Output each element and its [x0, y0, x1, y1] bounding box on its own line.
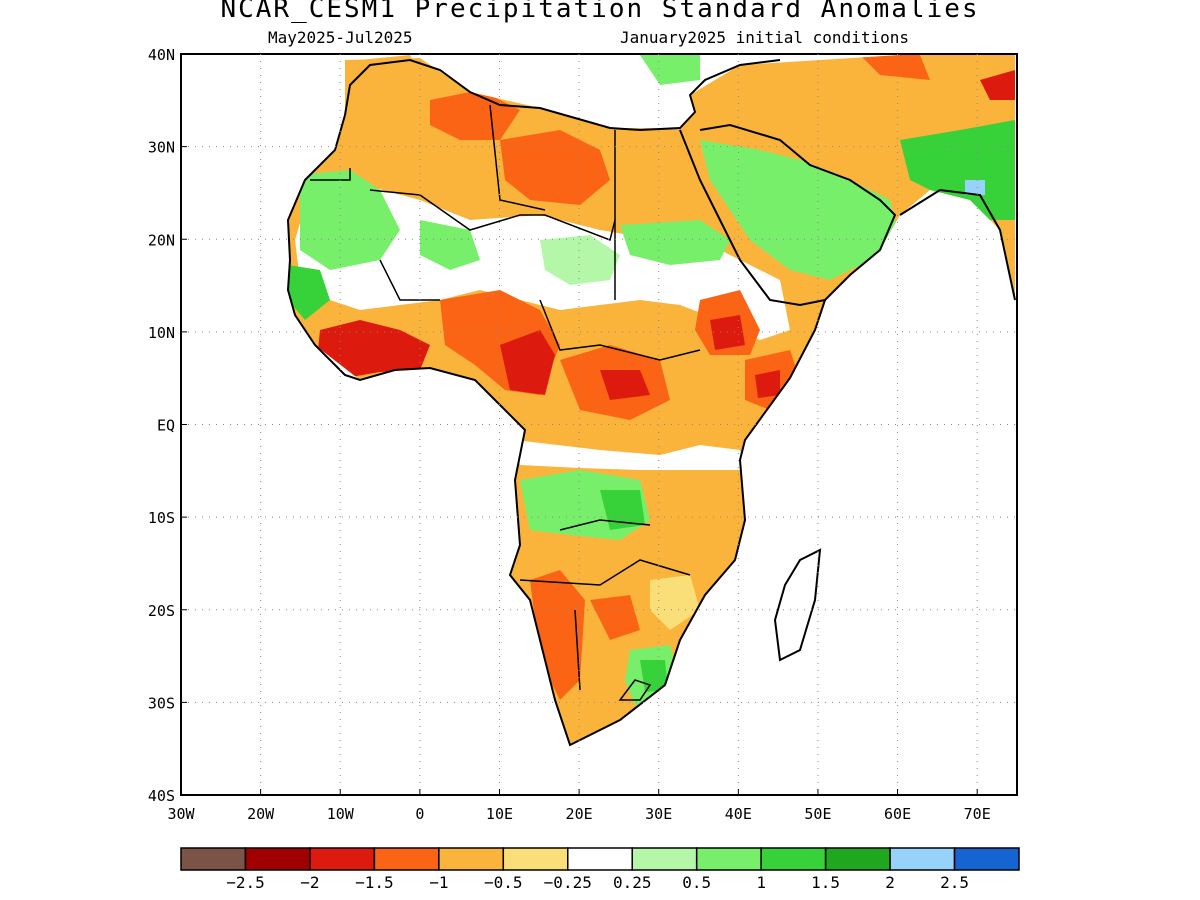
- lon-tick-label: 30E: [645, 805, 672, 823]
- colorbar-label: 0.5: [682, 873, 711, 892]
- lat-tick-label: 10N: [148, 324, 175, 342]
- colorbar-swatch: [502, 847, 569, 871]
- initial-conditions: January2025 initial conditions: [620, 28, 909, 47]
- colorbar-label: −1.5: [355, 873, 394, 892]
- colorbar-swatch: [180, 847, 247, 871]
- lat-tick-label: 10S: [148, 509, 175, 527]
- forecast-period: May2025-Jul2025: [268, 28, 413, 47]
- latitude-labels: 40N 30N 20N 10N EQ 10S 20S 30S 40S: [148, 46, 187, 805]
- lat-tick-label: 40S: [148, 787, 175, 805]
- colorbar-swatch: [567, 847, 633, 871]
- colorbar-label: −1: [429, 873, 448, 892]
- colorbar-swatch: [824, 847, 891, 871]
- lon-tick-label: 10E: [486, 805, 513, 823]
- coastlines: [286, 58, 1016, 747]
- lon-tick-label: 70E: [964, 805, 991, 823]
- lat-tick-label: EQ: [157, 417, 175, 435]
- lat-tick-label: 40N: [148, 46, 175, 64]
- lon-tick-label: 60E: [884, 805, 911, 823]
- colorbar-swatch: [438, 847, 505, 871]
- lon-tick-label: 50E: [804, 805, 831, 823]
- lat-tick-label: 20N: [148, 231, 175, 249]
- colorbar-label: 2.5: [940, 873, 969, 892]
- map-title: NCAR_CESM1 Precipitation Standard Anomal…: [220, 0, 980, 24]
- colorbar-label: 0.25: [613, 873, 652, 892]
- lon-tick-label: 40E: [725, 805, 752, 823]
- colorbar-label: 1.5: [811, 873, 840, 892]
- lat-tick-label: 20S: [148, 602, 175, 620]
- longitude-labels: 30W 20W 10W 0 10E 20E 30E 40E 50E 60E 70E: [167, 789, 991, 823]
- colorbar-label: 2: [885, 873, 895, 892]
- colorbar-swatch: [889, 847, 956, 871]
- lon-tick-label: 30W: [167, 805, 195, 823]
- lon-tick-label: 0: [415, 805, 424, 823]
- lon-tick-label: 20W: [247, 805, 275, 823]
- colorbar: [180, 847, 1020, 871]
- lat-tick-label: 30S: [148, 694, 175, 712]
- colorbar-label: −2: [300, 873, 319, 892]
- colorbar-swatch: [953, 847, 1020, 871]
- colorbar-label: 1: [756, 873, 766, 892]
- lon-tick-label: 20E: [566, 805, 593, 823]
- colorbar-label: −0.25: [544, 873, 592, 892]
- colorbar-swatch: [760, 847, 827, 871]
- colorbar-label: −0.5: [484, 873, 523, 892]
- colorbar-swatch: [244, 847, 311, 871]
- lon-tick-label: 10W: [327, 805, 355, 823]
- colorbar-swatch: [309, 847, 376, 871]
- colorbar-swatch: [695, 847, 762, 871]
- colorbar-labels: −2.5 −2 −1.5 −1 −0.5 −0.25 0.25 0.5 1 1.5 2 2.5: [226, 873, 969, 892]
- lat-tick-label: 30N: [148, 139, 175, 157]
- colorbar-swatch: [373, 847, 440, 871]
- colorbar-swatch: [631, 847, 698, 871]
- colorbar-label: −2.5: [226, 873, 265, 892]
